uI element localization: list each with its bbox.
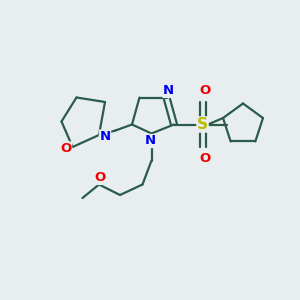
Text: S: S <box>197 117 208 132</box>
Text: O: O <box>199 152 210 166</box>
Text: O: O <box>199 83 210 97</box>
Text: N: N <box>163 84 174 98</box>
Text: N: N <box>145 134 156 148</box>
Text: O: O <box>60 142 72 155</box>
Text: O: O <box>95 171 106 184</box>
Text: N: N <box>99 130 111 143</box>
